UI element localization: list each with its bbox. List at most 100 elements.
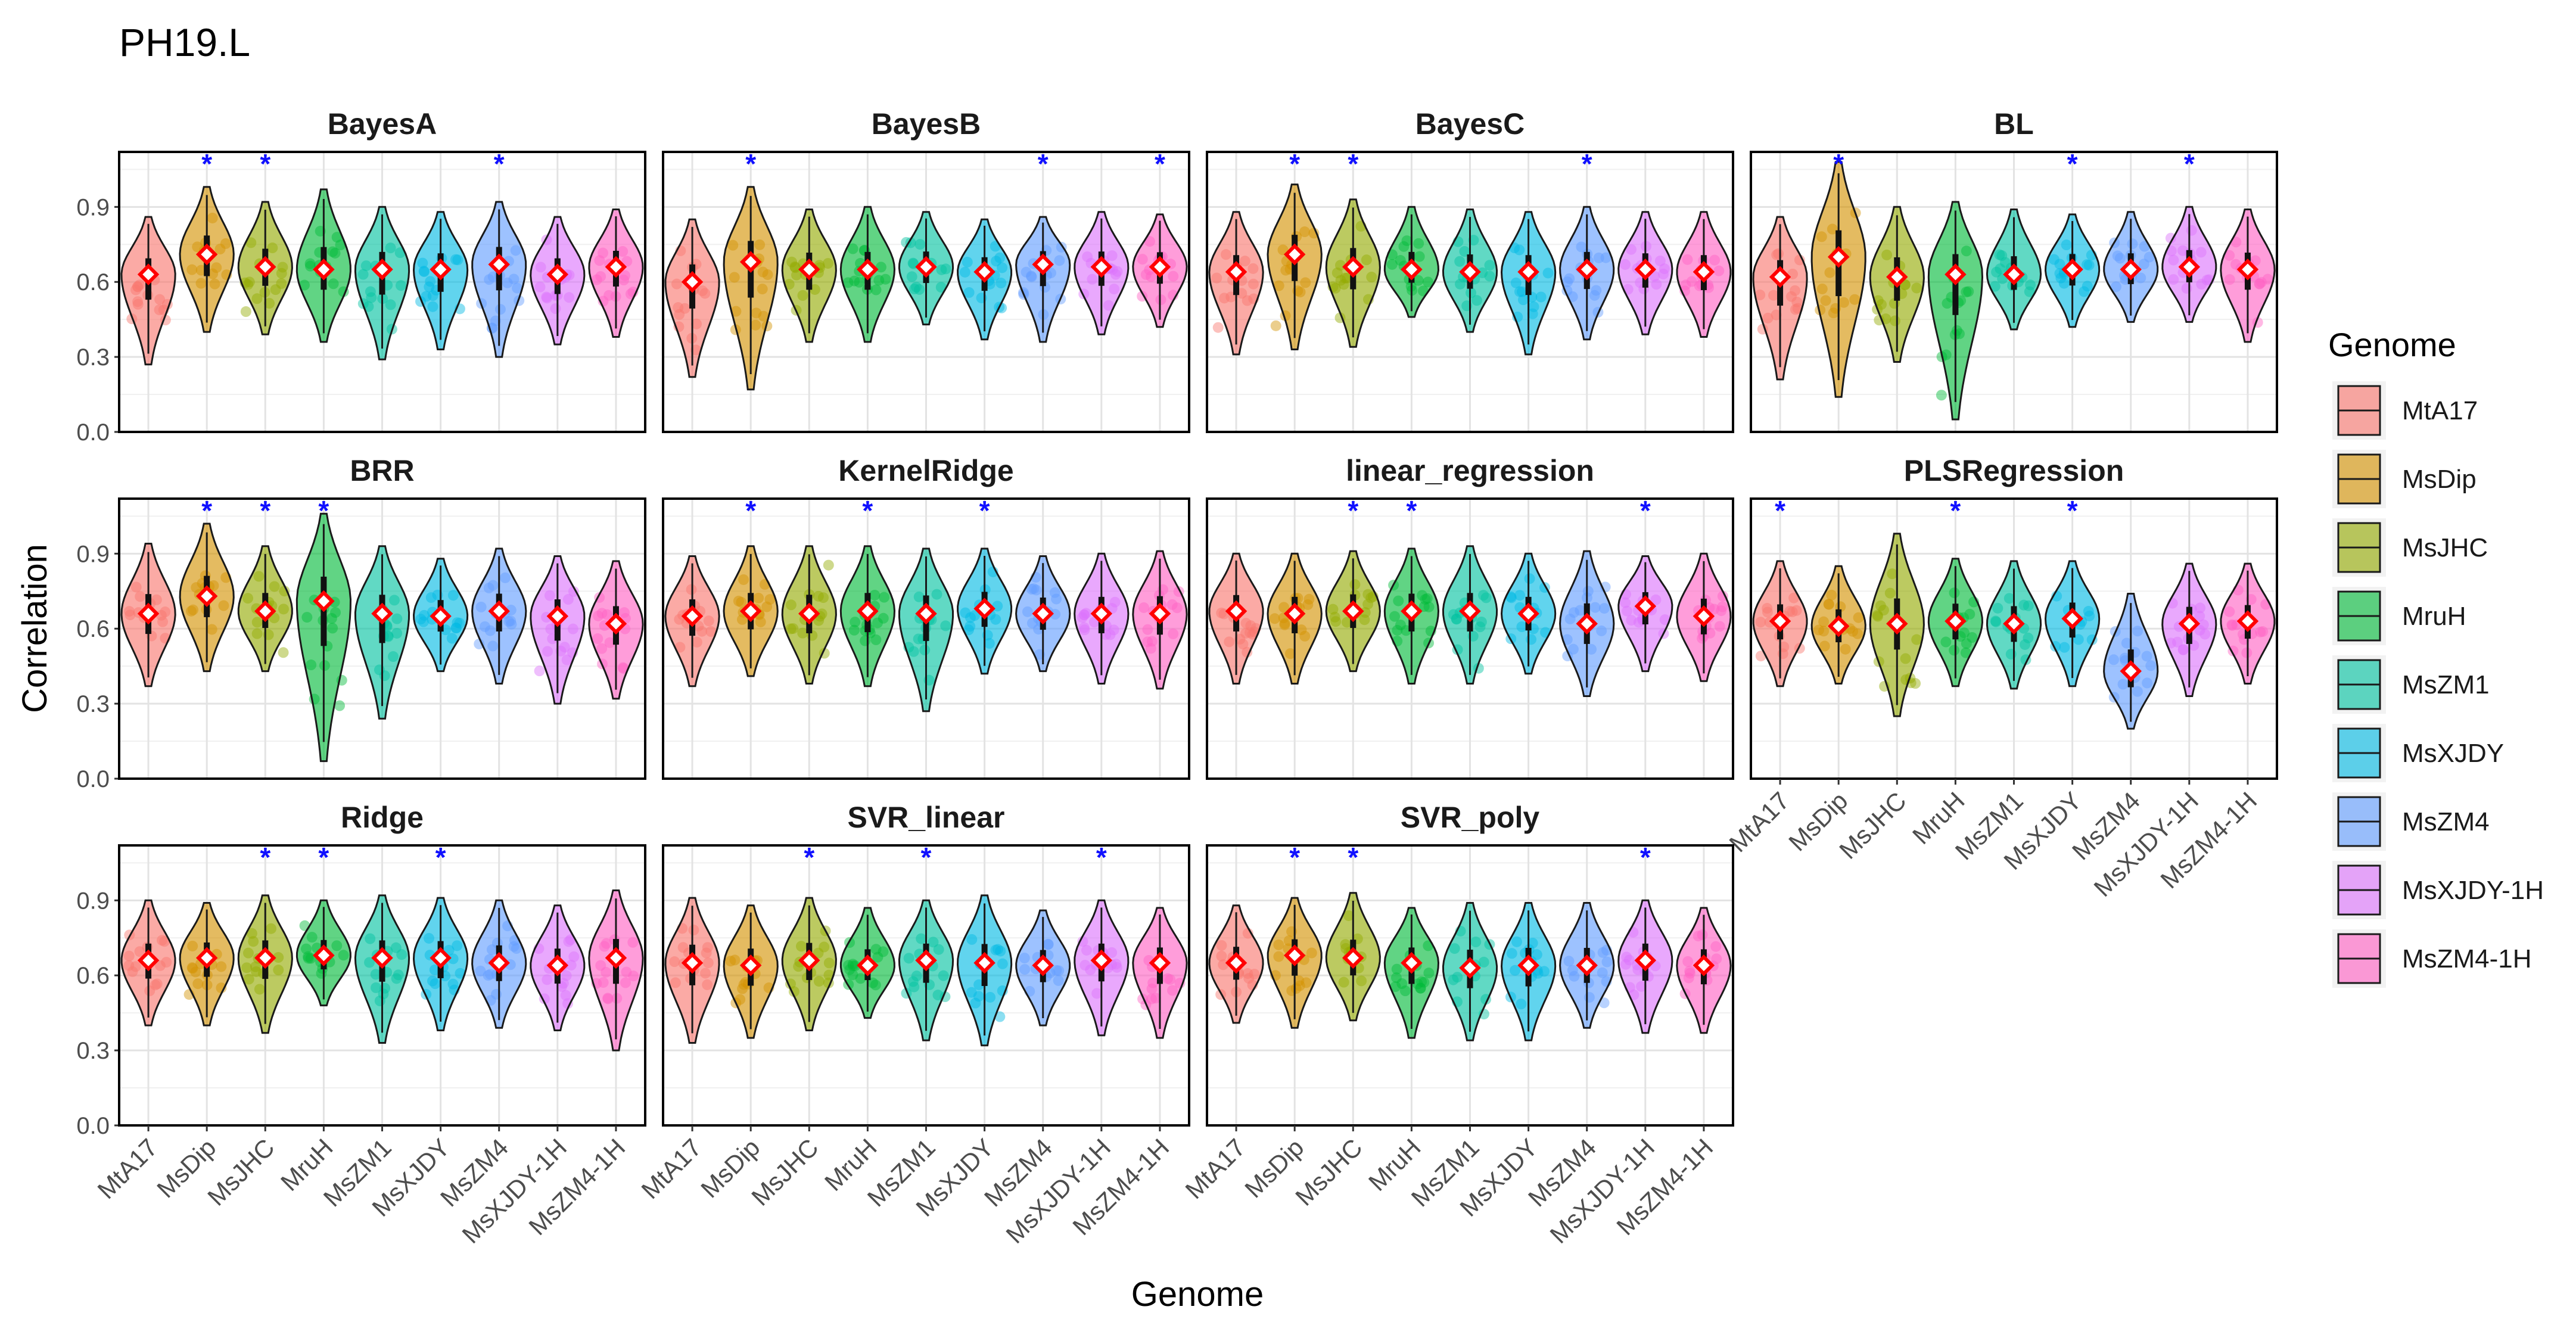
x-tick-label: MsJHC xyxy=(1290,1133,1368,1211)
x-tick-label: MsJHC xyxy=(202,1133,280,1211)
violin-mszm4-1h xyxy=(2220,562,2276,685)
violin-mta17: * xyxy=(1752,495,1808,688)
mean-marker xyxy=(681,270,704,293)
y-tick-label: 0.0 xyxy=(76,766,110,792)
panel-linear-regression: linear_regression * * * xyxy=(1206,454,1734,780)
significance-star: * xyxy=(1406,495,1417,526)
violin-mszm1 xyxy=(898,548,954,713)
panel-brr: BRR 0.0 0.3 0.6 0.9 * * * xyxy=(76,454,646,792)
mean-marker xyxy=(973,951,995,974)
panel-title: BayesC xyxy=(1415,107,1525,141)
significance-star: * xyxy=(1348,842,1358,873)
panel-title: PLSRegression xyxy=(1904,454,2124,487)
y-tick-label: 0.3 xyxy=(76,1038,110,1064)
violin-msjhc xyxy=(781,209,837,343)
mean-marker xyxy=(1693,261,1715,283)
mean-marker xyxy=(488,600,510,623)
violin-mruh xyxy=(1383,907,1440,1039)
violin-msjhc: * xyxy=(781,842,837,1031)
violin-mszm4-1h xyxy=(1132,550,1188,690)
violin-msxjdy xyxy=(1500,902,1557,1041)
significance-star: * xyxy=(1582,148,1592,179)
mean-marker xyxy=(1401,600,1423,623)
violin-msxjdy: * xyxy=(2044,495,2101,688)
violin-msxjdy-1h xyxy=(530,904,586,1031)
mean-marker xyxy=(1459,261,1481,283)
significance-star: * xyxy=(201,148,212,179)
jitter-point xyxy=(1270,320,1281,331)
mean-marker xyxy=(1225,261,1247,283)
mean-marker xyxy=(2003,263,2025,285)
violin-mszm1 xyxy=(1442,902,1498,1041)
mean-marker xyxy=(1769,266,1791,288)
violin-mszm4 xyxy=(471,548,527,685)
violin-mszm4-1h xyxy=(1676,907,1732,1034)
significance-star: * xyxy=(494,148,505,179)
panel-title: Ridge xyxy=(341,801,424,834)
mean-marker xyxy=(1090,602,1113,625)
violin-mszm4-1h xyxy=(2220,209,2276,343)
legend-label: MtA17 xyxy=(2402,396,2478,425)
significance-star: * xyxy=(1348,148,1358,179)
significance-star: * xyxy=(260,495,270,526)
violin-mta17 xyxy=(664,555,720,688)
violin-msjhc: * xyxy=(237,148,293,335)
panel-border xyxy=(118,151,646,433)
mean-marker xyxy=(798,258,820,281)
mean-marker xyxy=(681,951,704,974)
mean-marker xyxy=(605,256,627,278)
violin-mszm1 xyxy=(354,545,410,720)
jitter-point xyxy=(278,647,289,658)
legend-item-msxjdy: MsXJDY xyxy=(2332,724,2504,782)
y-tick-label: 0.6 xyxy=(76,616,110,642)
panel-bl: BL * * * xyxy=(1750,107,2278,433)
panel-title: BayesA xyxy=(328,107,437,141)
legend-label: MsZM1 xyxy=(2402,670,2490,699)
jitter-point xyxy=(994,1011,1006,1022)
panel-bayesa: BayesA 0.0 0.3 0.6 0.9 * * * xyxy=(76,107,646,446)
significance-star: * xyxy=(1038,148,1049,179)
violin-mszm4 xyxy=(1559,902,1615,1029)
significance-star: * xyxy=(318,842,329,873)
violin-msxjdy-1h xyxy=(2161,562,2217,697)
x-tick-label: MtA17 xyxy=(92,1133,163,1204)
mean-marker xyxy=(1945,610,1967,632)
panel-title: BRR xyxy=(350,454,414,487)
violin-mruh: * xyxy=(1383,495,1440,685)
panel-title: BayesB xyxy=(872,107,981,141)
mean-marker xyxy=(137,949,160,972)
mean-marker xyxy=(1401,951,1423,974)
violin-msdip: * xyxy=(1267,148,1323,350)
violin-mruh: * xyxy=(295,842,351,1007)
significance-star: * xyxy=(1950,495,1961,526)
panel-title: KernelRidge xyxy=(838,454,1014,487)
mean-marker xyxy=(1769,610,1791,632)
violin-msxjdy xyxy=(1500,211,1557,356)
violin-mszm4 xyxy=(1015,909,1071,1027)
mean-marker xyxy=(857,258,879,281)
panel-title: BL xyxy=(1994,107,2034,141)
mean-marker xyxy=(254,256,276,278)
legend-item-mszm4: MsZM4 xyxy=(2332,792,2490,851)
mean-marker xyxy=(915,602,937,625)
violin-msdip xyxy=(1267,552,1323,685)
figure-title: PH19.L xyxy=(119,20,250,64)
mean-marker xyxy=(1225,600,1247,623)
mean-marker xyxy=(1032,602,1054,625)
significance-star: * xyxy=(745,495,756,526)
jitter-point xyxy=(334,700,346,711)
violin-mruh xyxy=(839,907,895,1019)
significance-star: * xyxy=(318,495,329,526)
mean-marker xyxy=(973,261,995,283)
mean-marker xyxy=(1945,263,1967,285)
violin-mruh xyxy=(1927,201,1984,421)
violin-mruh xyxy=(1383,206,1440,318)
mean-marker xyxy=(371,947,393,969)
panel-svr-poly: SVR_poly* * *MtA17MsDipMsJHCMruHMsZM1MsXJD… xyxy=(1180,801,1734,1249)
mean-marker xyxy=(137,263,160,285)
violin-mta17 xyxy=(120,899,176,1027)
mean-marker xyxy=(915,256,937,278)
violin-mszm4: * xyxy=(1015,148,1071,343)
mean-marker xyxy=(1149,602,1171,625)
